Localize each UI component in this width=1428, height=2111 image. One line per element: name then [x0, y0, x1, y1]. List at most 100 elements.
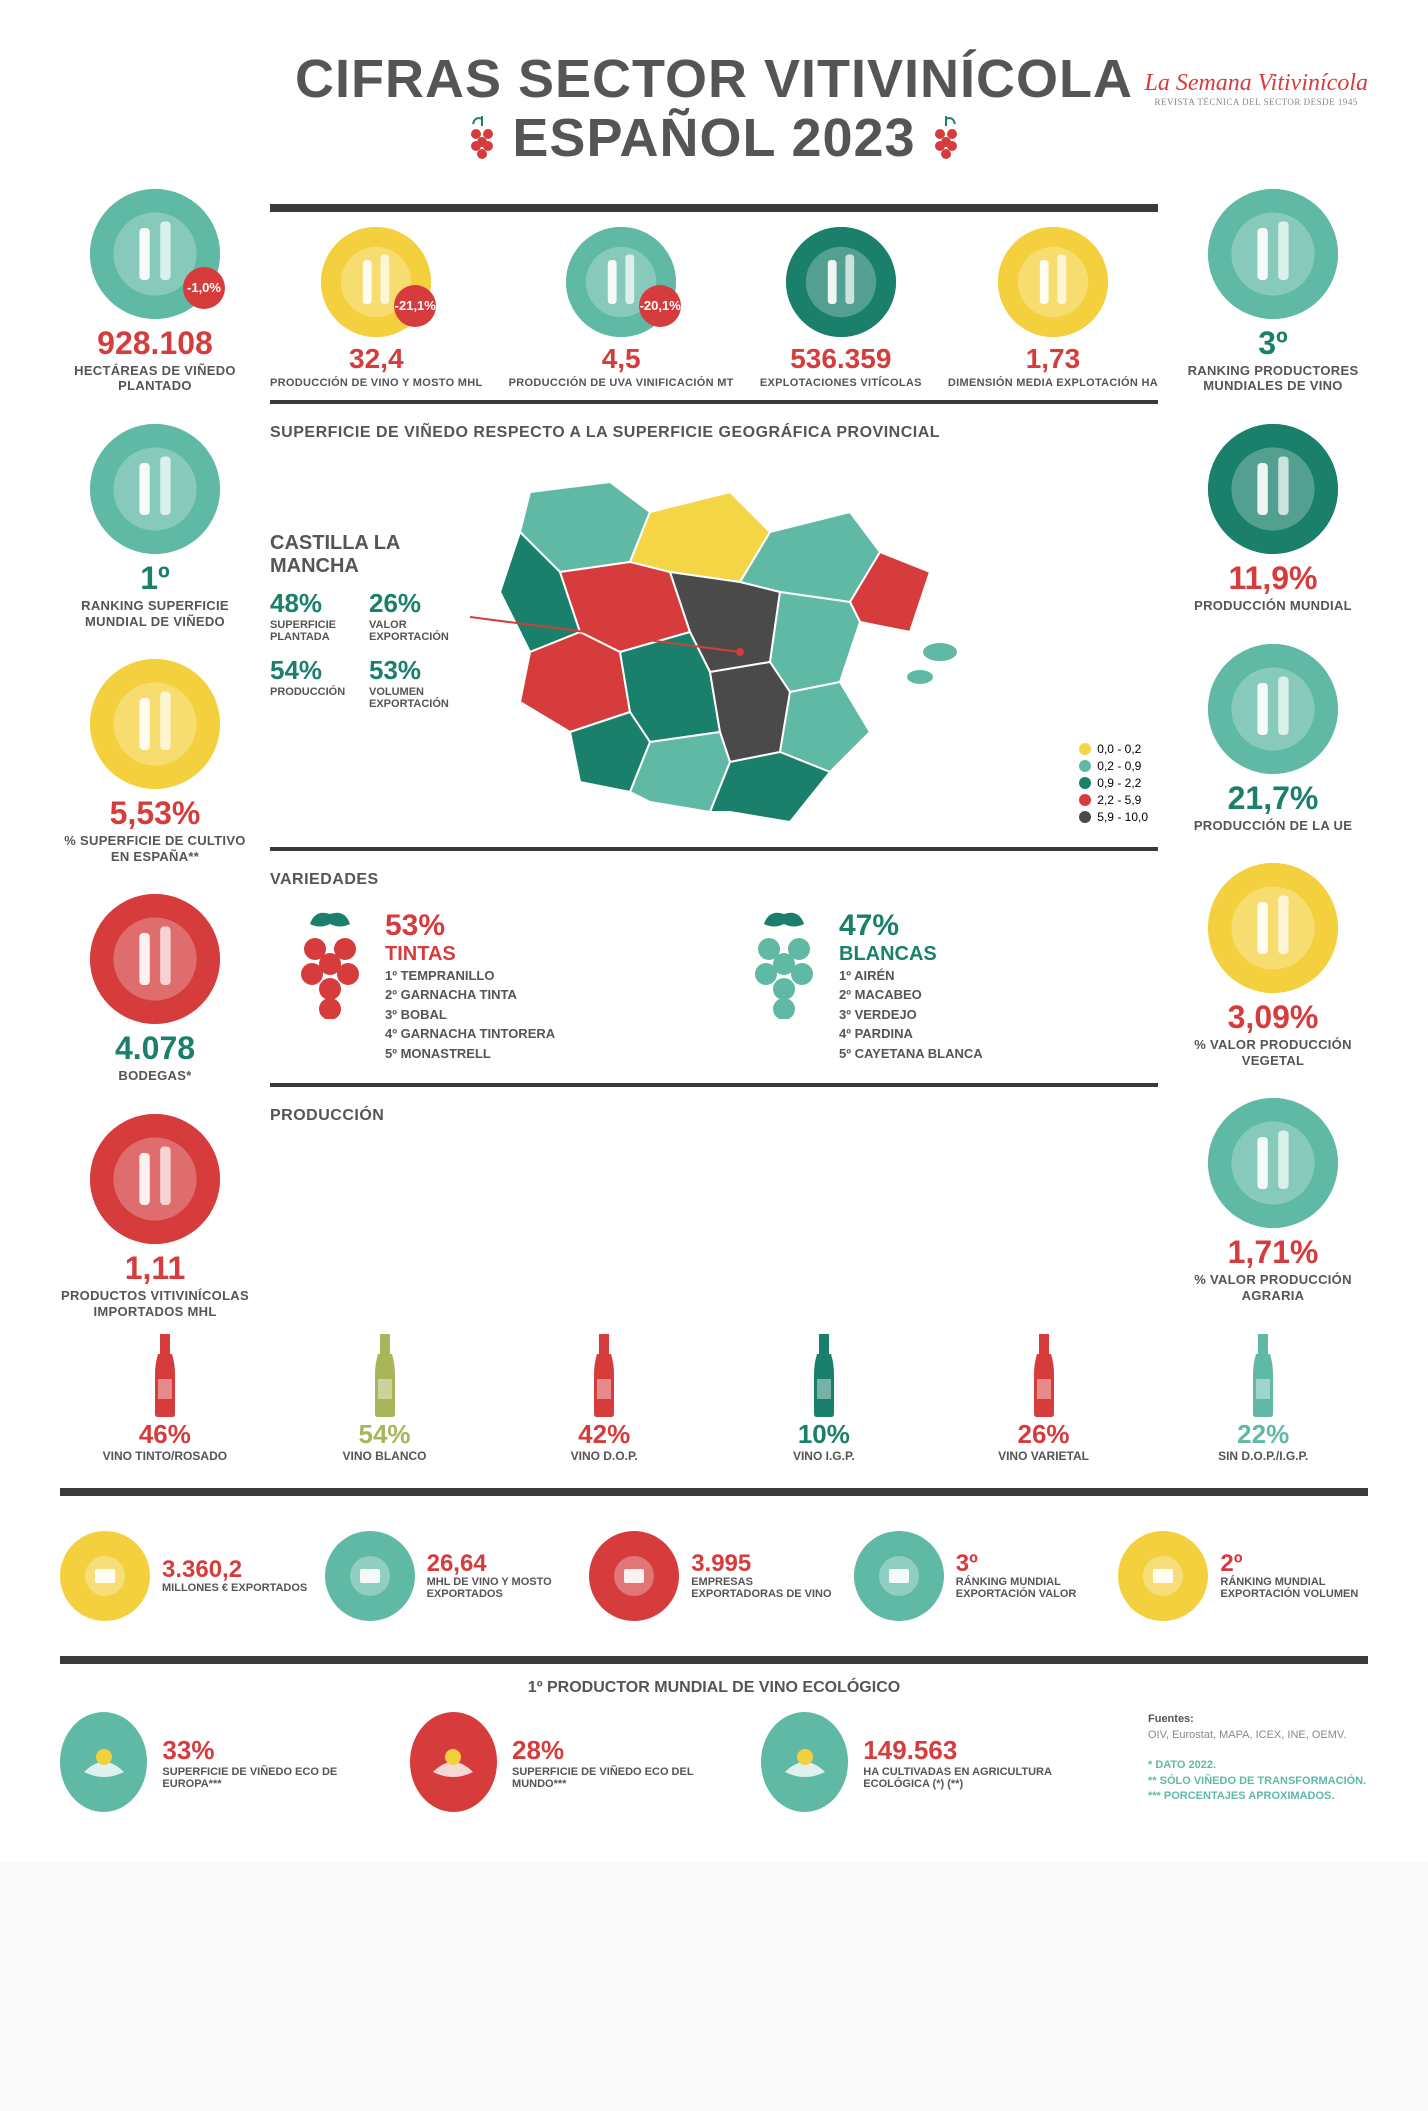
bottle-icon	[499, 1329, 709, 1419]
stat-icon: -21,1%	[321, 227, 431, 337]
stat-value: 32,4	[270, 345, 483, 373]
eco-value: 33%	[162, 1735, 369, 1766]
publisher-logo: La Semana Vitivinícola REVISTA TÉCNICA D…	[1144, 70, 1368, 107]
mancha-title: CASTILLA LA MANCHA	[270, 532, 450, 578]
mancha-stat: 48%SUPERFICIE PLANTADA	[270, 588, 351, 643]
tintas-column: 53% TINTAS 1º TEMPRANILLO2º GARNACHA TIN…	[290, 909, 684, 1064]
mancha-stat: 54%PRODUCCIÓN	[270, 655, 351, 710]
center-column: -21,1% 32,4 PRODUCCIÓN DE VINO Y MOSTO M…	[270, 189, 1158, 1319]
stat-block: 1,73 DIMENSIÓN MEDIA EXPLOTACIÓN HA	[948, 227, 1158, 390]
stat-icon: -1,0%	[90, 189, 220, 319]
green-grape-icon	[744, 909, 824, 1019]
blancas-pct: 47%	[839, 909, 983, 943]
tintas-pct: 53%	[385, 909, 555, 943]
eco-label: SUPERFICIE DE VIÑEDO ECO DE EUROPA***	[162, 1766, 369, 1790]
change-badge: -1,0%	[183, 267, 225, 309]
mancha-stat: 53%VOLUMEN EXPORTACIÓN	[369, 655, 450, 710]
production-item: 26% VINO VARIETAL	[939, 1329, 1149, 1463]
stat-icon	[90, 659, 220, 789]
top-stats-row: -21,1% 32,4 PRODUCCIÓN DE VINO Y MOSTO M…	[270, 227, 1158, 390]
map-section-title: SUPERFICIE DE VIÑEDO RESPECTO A LA SUPER…	[270, 424, 1158, 442]
prod-label: SIN D.O.P./I.G.P.	[1158, 1450, 1368, 1463]
bottle-icon	[939, 1329, 1149, 1419]
bottle-icon	[60, 1329, 270, 1419]
stat-icon	[786, 227, 896, 337]
eco-item: 33% SUPERFICIE DE VIÑEDO ECO DE EUROPA**…	[60, 1712, 370, 1812]
stat-block: -1,0% 928.108 HECTÁREAS DE VIÑEDO PLANTA…	[60, 189, 250, 394]
eco-value: 149.563	[863, 1735, 1118, 1766]
stat-block: 3,09% % VALOR PRODUCCIÓN VEGETAL	[1178, 863, 1368, 1068]
bottle-icon	[280, 1329, 490, 1419]
main-grid: -1,0% 928.108 HECTÁREAS DE VIÑEDO PLANTA…	[60, 189, 1368, 1319]
legend-item: 5,9 - 10,0	[1079, 810, 1148, 824]
legend-item: 0,2 - 0,9	[1079, 759, 1148, 773]
map-legend: 0,0 - 0,2 0,2 - 0,9 0,9 - 2,2 2,2 - 5,9 5,9 …	[1079, 739, 1148, 827]
legend-range: 0,0 - 0,2	[1097, 742, 1141, 756]
stat-block: 4.078 BODEGAS*	[60, 894, 250, 1084]
stat-block: -21,1% 32,4 PRODUCCIÓN DE VINO Y MOSTO M…	[270, 227, 483, 390]
eco-value: 28%	[512, 1735, 721, 1766]
production-item: 46% VINO TINTO/ROSADO	[60, 1329, 270, 1463]
export-text: 3.995 EMPRESAS EXPORTADORAS DE VINO	[691, 1552, 839, 1600]
infographic-page: CIFRAS SECTOR VITIVINÍCOLA ESPAÑOL 2023 …	[0, 0, 1428, 1862]
header: CIFRAS SECTOR VITIVINÍCOLA ESPAÑOL 2023 …	[60, 50, 1368, 169]
legend-range: 2,2 - 5,9	[1097, 793, 1141, 807]
stat-label: % VALOR PRODUCCIÓN AGRARIA	[1178, 1272, 1368, 1303]
prod-label: VINO BLANCO	[280, 1450, 490, 1463]
stat-icon	[998, 227, 1108, 337]
stat-label: % SUPERFICIE DE CULTIVO EN ESPAÑA**	[60, 833, 250, 864]
footnotes: Fuentes: OIV, Eurostat, MAPA, ICEX, INE,…	[1148, 1712, 1368, 1804]
prod-value: 42%	[499, 1419, 709, 1450]
stat-label: EXPLOTACIONES VITÍCOLAS	[760, 377, 922, 390]
produccion-title: PRODUCCIÓN	[270, 1107, 1158, 1125]
blancas-header: 47% BLANCAS	[839, 909, 983, 966]
legend-dot	[1079, 760, 1091, 772]
right-column: 3º RANKING PRODUCTORES MUNDIALES DE VINO…	[1178, 189, 1368, 1319]
stat-block: 3º RANKING PRODUCTORES MUNDIALES DE VINO	[1178, 189, 1368, 394]
stat-icon	[1208, 424, 1338, 554]
stat-icon	[90, 424, 220, 554]
export-icon	[325, 1531, 415, 1621]
tintas-header: 53% TINTAS	[385, 909, 555, 966]
stat-icon: -20,1%	[566, 227, 676, 337]
change-badge: -21,1%	[394, 285, 436, 327]
stat-label: PRODUCCIÓN DE VINO Y MOSTO MHL	[270, 377, 483, 390]
left-column: -1,0% 928.108 HECTÁREAS DE VIÑEDO PLANTA…	[60, 189, 250, 1319]
stat-value: 11,9%	[1178, 562, 1368, 594]
stat-block: 1,71% % VALOR PRODUCCIÓN AGRARIA	[1178, 1098, 1368, 1303]
export-icon	[60, 1531, 150, 1621]
prod-value: 46%	[60, 1419, 270, 1450]
grape-left-icon	[467, 114, 497, 164]
divider	[60, 1488, 1368, 1496]
export-icon	[1118, 1531, 1208, 1621]
export-value: 2º	[1220, 1552, 1368, 1576]
prod-label: VINO TINTO/ROSADO	[60, 1450, 270, 1463]
export-item: 26,64 MHL DE VINO Y MOSTO EXPORTADOS	[325, 1531, 575, 1621]
title-line-2: ESPAÑOL 2023	[60, 109, 1368, 168]
main-title: CIFRAS SECTOR VITIVINÍCOLA ESPAÑOL 2023	[60, 50, 1368, 169]
stat-value: 1,73	[948, 345, 1158, 373]
stat-block: 1,11 PRODUCTOS VITIVINÍCOLAS IMPORTADOS …	[60, 1114, 250, 1319]
legend-item: 2,2 - 5,9	[1079, 793, 1148, 807]
eco-text: 28% SUPERFICIE DE VIÑEDO ECO DEL MUNDO**…	[512, 1735, 721, 1790]
prod-label: VINO VARIETAL	[939, 1450, 1149, 1463]
change-badge: -20,1%	[639, 285, 681, 327]
export-value: 3º	[956, 1552, 1104, 1576]
stat-block: 11,9% PRODUCCIÓN MUNDIAL	[1178, 424, 1368, 614]
legend-item: 0,0 - 0,2	[1079, 742, 1148, 756]
stat-value: 21,7%	[1178, 782, 1368, 814]
eco-label: SUPERFICIE DE VIÑEDO ECO DEL MUNDO***	[512, 1766, 721, 1790]
tintas-list: 1º TEMPRANILLO2º GARNACHA TINTA3º BOBAL4…	[385, 966, 555, 1064]
mancha-stats-grid: 48%SUPERFICIE PLANTADA26%VALOR EXPORTACI…	[270, 588, 450, 710]
tintas-name: TINTAS	[385, 943, 555, 966]
stat-icon	[1208, 189, 1338, 319]
grape-right-icon	[931, 114, 961, 164]
divider	[270, 847, 1158, 851]
eco-icon	[761, 1712, 849, 1812]
eco-item: 28% SUPERFICIE DE VIÑEDO ECO DEL MUNDO**…	[410, 1712, 721, 1812]
export-text: 3º RÁNKING MUNDIAL EXPORTACIÓN VALOR	[956, 1552, 1104, 1600]
bottle-icon	[1158, 1329, 1368, 1419]
eco-text: 149.563 HA CULTIVADAS EN AGRICULTURA ECO…	[863, 1735, 1118, 1790]
legend-item: 0,9 - 2,2	[1079, 776, 1148, 790]
prod-value: 54%	[280, 1419, 490, 1450]
